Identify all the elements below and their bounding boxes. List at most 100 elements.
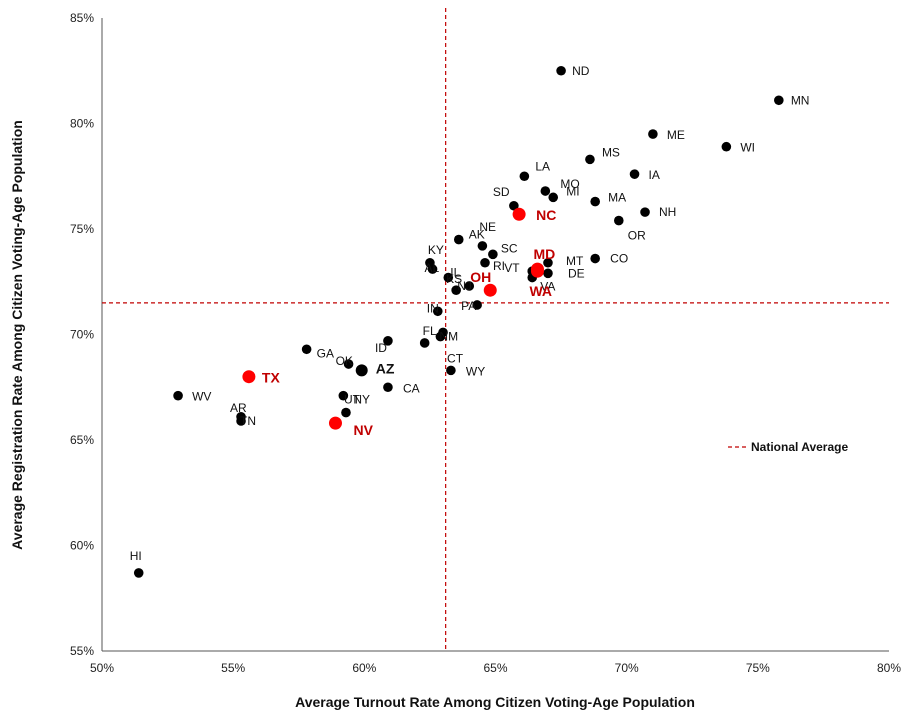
- label-ok: OK: [336, 354, 353, 368]
- label-ct: CT: [447, 351, 464, 365]
- label-fl: FL: [423, 324, 437, 338]
- point-in: [432, 306, 443, 317]
- point-il: [443, 272, 454, 283]
- tick-labels: 50% 55% 60% 65% 70% 75% 80% 55% 60% 65% 70% 75% 80% 8…: [70, 11, 901, 675]
- point-ny: [338, 390, 349, 401]
- point-mn: [774, 95, 784, 106]
- point-ak: [453, 234, 464, 245]
- label-mn: MN: [791, 93, 810, 107]
- national-average-lines: [102, 8, 889, 651]
- y-axis-title: Average Registration Rate Among Citizen …: [9, 120, 25, 550]
- point-ok: [343, 359, 354, 369]
- point-ma: [590, 196, 600, 207]
- label-mt: MT: [566, 254, 584, 268]
- point-de: [543, 268, 553, 279]
- point-ri: [480, 257, 490, 268]
- point-nh: [640, 207, 650, 217]
- label-vt: VT: [504, 261, 520, 275]
- x-tick-label: 50%: [90, 661, 114, 675]
- label-az: AZ: [376, 360, 395, 376]
- x-axis-title: Average Turnout Rate Among Citizen Votin…: [295, 694, 695, 710]
- y-tick-label: 65%: [70, 433, 94, 447]
- label-wi: WI: [740, 141, 755, 155]
- y-tick-label: 85%: [70, 11, 94, 25]
- point-tx: [242, 370, 256, 384]
- legend-label: National Average: [751, 440, 848, 454]
- point-la: [519, 171, 530, 182]
- point-wa: [530, 264, 544, 278]
- point-sd: [509, 200, 519, 211]
- label-nc: NC: [536, 207, 556, 223]
- label-tn: TN: [240, 414, 256, 428]
- point-nm: [435, 331, 446, 342]
- label-ne: NE: [479, 220, 496, 234]
- point-pa: [472, 300, 482, 310]
- label-la: LA: [535, 159, 550, 173]
- label-va: VA: [540, 280, 555, 294]
- point-ia: [629, 169, 640, 179]
- label-ga: GA: [317, 346, 334, 360]
- point-ms: [585, 154, 595, 165]
- point-wi: [721, 141, 732, 152]
- label-nm: NM: [439, 330, 458, 344]
- label-de: DE: [568, 266, 585, 280]
- x-tick-label: 60%: [352, 661, 376, 675]
- point-ca: [383, 382, 393, 393]
- y-tick-label: 75%: [70, 222, 94, 236]
- y-tick-label: 55%: [70, 644, 94, 658]
- label-il: IL: [450, 266, 460, 280]
- label-ma: MA: [608, 191, 626, 205]
- label-md: MD: [533, 246, 555, 262]
- label-nh: NH: [659, 205, 676, 219]
- x-tick-label: 75%: [746, 661, 770, 675]
- point-nj: [464, 281, 475, 291]
- label-ia: IA: [649, 168, 660, 182]
- label-mo: MO: [560, 177, 579, 191]
- y-tick-label: 60%: [70, 539, 94, 553]
- label-wv: WV: [192, 390, 211, 404]
- label-hi: HI: [130, 549, 142, 563]
- label-pa: PA: [461, 299, 476, 313]
- label-al: AL: [425, 261, 440, 275]
- point-fl: [419, 338, 430, 348]
- legend: National Average: [728, 440, 848, 454]
- label-co: CO: [610, 252, 628, 266]
- point-nc: [512, 207, 526, 221]
- point-sc: [488, 249, 498, 260]
- point-mt: [543, 257, 553, 268]
- x-tick-label: 80%: [877, 661, 901, 675]
- point-nd: [556, 65, 566, 76]
- label-id: ID: [375, 341, 387, 355]
- data-points: [133, 65, 784, 578]
- label-me: ME: [667, 128, 685, 142]
- label-mi: MI: [566, 184, 579, 198]
- x-tick-label: 55%: [221, 661, 245, 675]
- point-nv: [328, 416, 342, 430]
- point-az: [355, 364, 368, 377]
- point-wy: [446, 365, 456, 376]
- label-in: IN: [427, 301, 439, 315]
- label-wa: WA: [529, 283, 552, 299]
- point-co: [590, 253, 600, 264]
- point-hi: [133, 568, 144, 578]
- y-tick-label: 70%: [70, 328, 94, 342]
- label-oh: OH: [470, 269, 491, 285]
- label-or: OR: [628, 229, 646, 243]
- label-ri: RI: [493, 259, 505, 273]
- point-or: [613, 215, 624, 226]
- point-wv: [173, 390, 183, 401]
- point-mi: [548, 192, 559, 203]
- label-nv: NV: [353, 422, 373, 438]
- x-tick-label: 65%: [483, 661, 507, 675]
- y-tick-label: 80%: [70, 117, 94, 131]
- label-ms: MS: [602, 145, 620, 159]
- label-wy: WY: [466, 364, 485, 378]
- point-ks: [451, 285, 461, 295]
- point-id: [383, 336, 393, 346]
- label-ca: CA: [403, 381, 420, 395]
- point-me: [648, 129, 658, 139]
- point-al: [427, 264, 438, 274]
- point-tn: [236, 416, 246, 426]
- label-nd: ND: [572, 64, 590, 78]
